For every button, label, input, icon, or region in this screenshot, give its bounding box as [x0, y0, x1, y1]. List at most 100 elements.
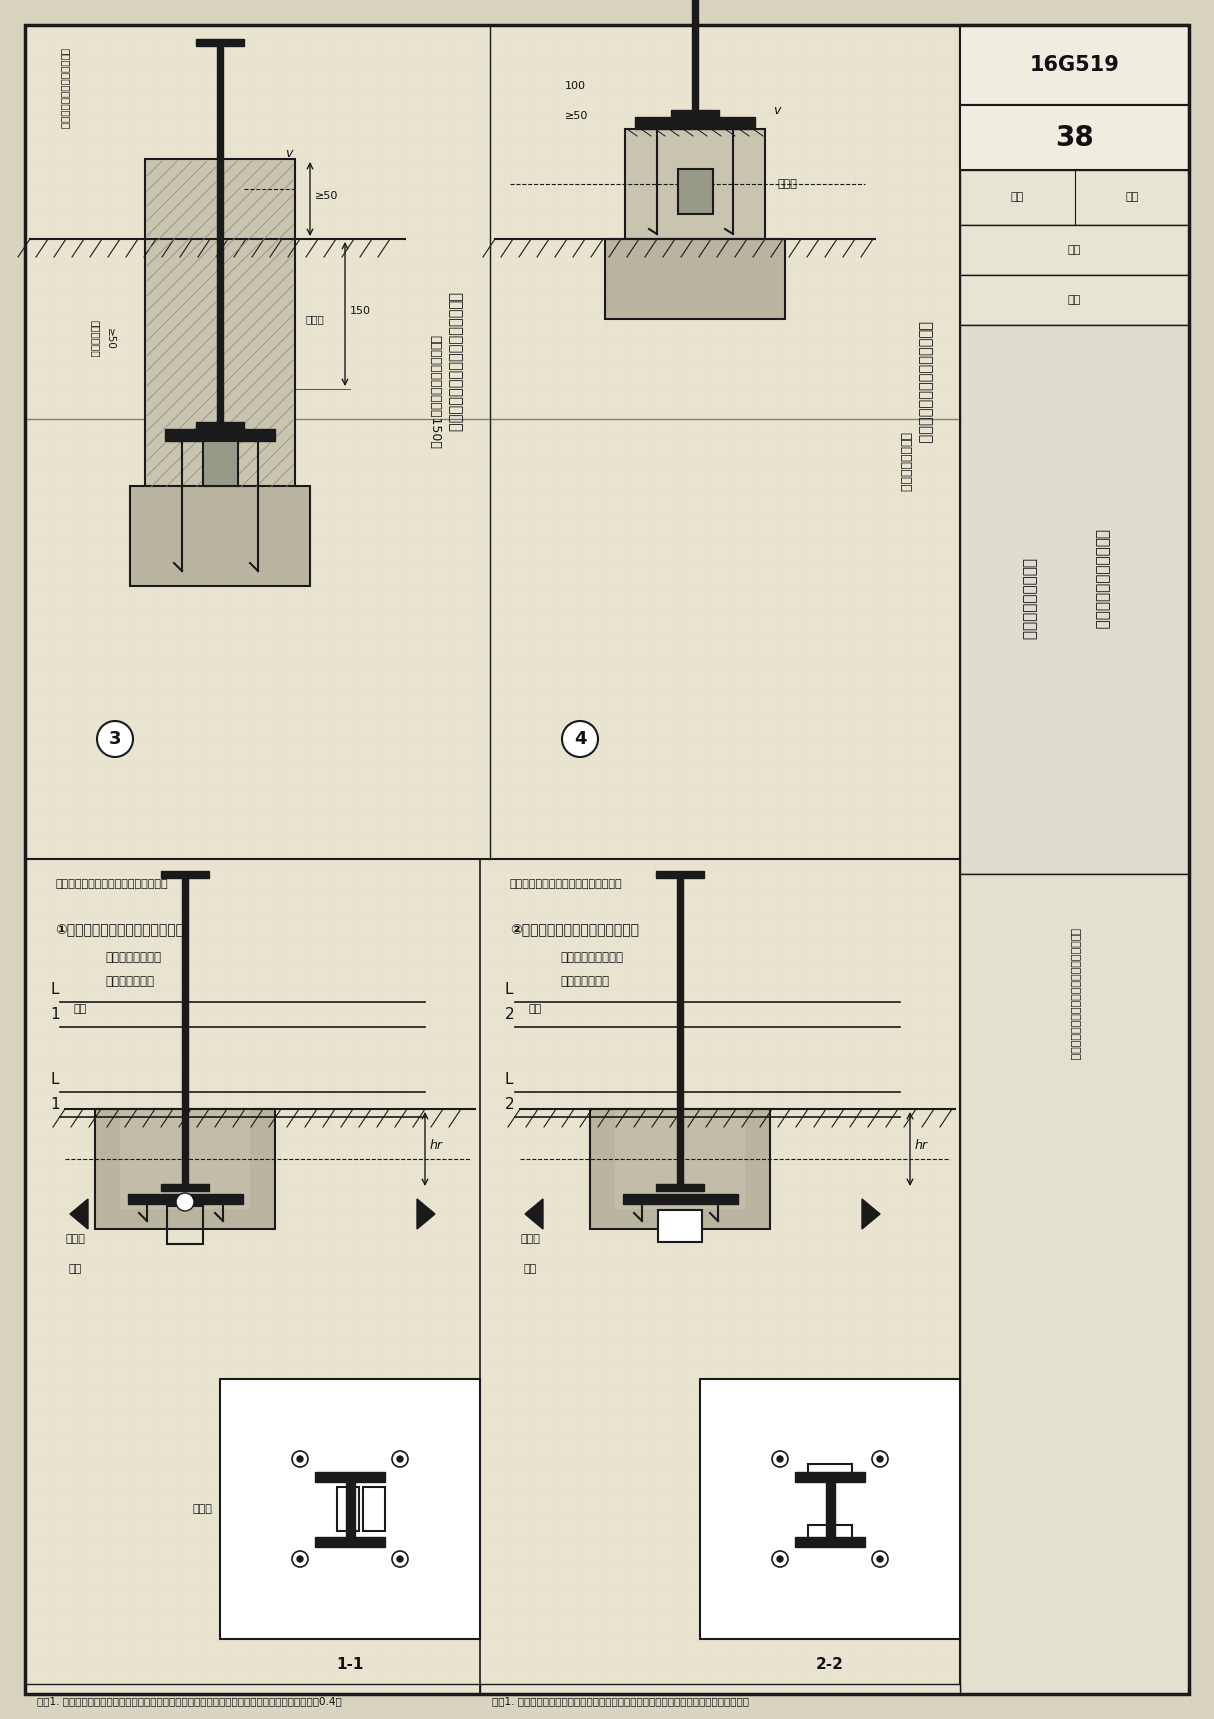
Text: 4: 4 — [574, 731, 586, 748]
Text: 建筑面: 建筑面 — [777, 179, 796, 189]
Bar — [130, 486, 310, 586]
Text: 注：1. 外露式柱脚的剪力由底部承压力与锚栓共同承担，当剪力设计值与竖向力设计值之比: 注：1. 外露式柱脚的剪力由底部承压力与锚栓共同承担，当剪力设计值与竖向力设计值… — [492, 1697, 749, 1705]
Bar — [168, 1207, 203, 1245]
Bar — [960, 275, 1189, 325]
Text: 抗剪键: 抗剪键 — [192, 1504, 212, 1514]
Text: 注：1. 外露式柱脚的剪力由底部承压力与锚栓共同承担，当剪力设计值与竖向力设计值之比小于等于0.4，: 注：1. 外露式柱脚的剪力由底部承压力与锚栓共同承担，当剪力设计值与竖向力设计值… — [36, 1697, 342, 1705]
Bar — [161, 1184, 209, 1191]
Circle shape — [297, 1456, 304, 1461]
Text: 审核: 审核 — [1010, 193, 1023, 203]
Text: 锚栓: 锚栓 — [68, 1263, 81, 1274]
Text: 1: 1 — [50, 1097, 59, 1112]
Polygon shape — [524, 1198, 543, 1229]
Text: ≥50: ≥50 — [314, 191, 339, 201]
Text: （包裹的混凝土高出地面150）: （包裹的混凝土高出地面150） — [429, 335, 442, 449]
Text: ②外露式柱脚抗剪键的设置（二）: ②外露式柱脚抗剪键的设置（二） — [510, 921, 639, 937]
Text: 1-1: 1-1 — [336, 1657, 364, 1673]
Bar — [960, 26, 1189, 1693]
Text: 2-2: 2-2 — [816, 1657, 844, 1673]
Text: 校对: 校对 — [1125, 193, 1139, 203]
Circle shape — [392, 1551, 408, 1568]
Text: 外露式柱脚抗剪键的设置及其柱脚的防护措施: 外露式柱脚抗剪键的设置及其柱脚的防护措施 — [1070, 928, 1079, 1061]
Polygon shape — [862, 1198, 880, 1229]
Text: 设计: 设计 — [1068, 296, 1082, 304]
Text: 50: 50 — [248, 175, 262, 186]
Bar — [590, 1109, 770, 1229]
Bar — [25, 1685, 480, 1693]
Bar — [363, 1487, 385, 1532]
Bar — [120, 1109, 250, 1208]
Text: 用高度等级较低的混凝土包裹: 用高度等级较低的混凝土包裹 — [59, 48, 70, 129]
Bar — [795, 1537, 866, 1547]
Text: 钢柱: 钢柱 — [528, 1004, 541, 1014]
Bar — [826, 1482, 834, 1537]
Text: 外脚基柱甲混凝面咋里整筋剪楼的安排: 外脚基柱甲混凝面咋里整筋剪楼的安排 — [55, 878, 168, 889]
Circle shape — [293, 1551, 308, 1568]
Text: hr: hr — [430, 1140, 443, 1152]
Bar — [960, 105, 1189, 170]
Circle shape — [562, 720, 599, 756]
Circle shape — [872, 1451, 887, 1466]
Circle shape — [293, 1451, 308, 1466]
Bar — [217, 46, 223, 421]
Bar — [95, 1109, 276, 1229]
Text: 顶紧装置: 顶紧装置 — [975, 1533, 1002, 1544]
Circle shape — [392, 1451, 408, 1466]
Bar — [960, 325, 1189, 873]
Text: 外露式柱脚在室外时的防护措施: 外露式柱脚在室外时的防护措施 — [918, 321, 932, 444]
Bar — [671, 110, 719, 117]
Bar — [960, 873, 1189, 1693]
Bar — [809, 1463, 852, 1478]
Circle shape — [772, 1451, 788, 1466]
Bar — [314, 1537, 385, 1547]
Bar — [615, 1109, 745, 1208]
Bar — [625, 129, 765, 239]
Bar — [656, 1184, 704, 1191]
Bar — [656, 872, 704, 878]
Text: L: L — [505, 1073, 514, 1086]
Bar — [960, 26, 1189, 105]
Circle shape — [777, 1456, 783, 1461]
Bar — [314, 1471, 385, 1482]
Text: 16G519: 16G519 — [1029, 55, 1119, 76]
Bar — [346, 1482, 354, 1537]
Bar — [195, 40, 244, 46]
Text: （可用于、各方案）: （可用于、各方案） — [560, 951, 623, 964]
Text: （柱脚高出地面）: （柱脚高出地面） — [898, 431, 912, 492]
Bar — [700, 1379, 960, 1638]
Bar — [480, 1685, 960, 1693]
Polygon shape — [416, 1198, 435, 1229]
Text: 制图: 制图 — [1068, 246, 1082, 254]
Bar — [677, 878, 683, 1184]
Bar — [960, 225, 1189, 275]
Circle shape — [397, 1456, 403, 1461]
Text: 顶紧装置: 顶紧装置 — [975, 1483, 1002, 1494]
Text: 抗剪键: 抗剪键 — [520, 1234, 540, 1245]
Text: L: L — [50, 1073, 58, 1086]
Bar — [195, 421, 244, 430]
Polygon shape — [70, 1198, 87, 1229]
Circle shape — [176, 1193, 194, 1210]
Text: 38: 38 — [1055, 124, 1094, 151]
Bar — [623, 1195, 737, 1203]
Text: 抗剪键: 抗剪键 — [66, 1234, 85, 1245]
Circle shape — [877, 1556, 883, 1563]
Text: ≥50: ≥50 — [104, 328, 115, 351]
Bar — [658, 1210, 702, 1243]
Text: 100: 100 — [565, 81, 586, 91]
Circle shape — [97, 720, 134, 756]
Text: v: v — [285, 148, 293, 160]
Text: （可用于各方案）: （可用于各方案） — [104, 951, 161, 964]
Bar — [337, 1487, 359, 1532]
Bar — [677, 168, 713, 213]
Text: 2: 2 — [505, 1097, 515, 1112]
Bar — [220, 1379, 480, 1638]
Text: 外脚基柱甲混凝面咋里整筋剪楼的安排: 外脚基柱甲混凝面咋里整筋剪楼的安排 — [510, 878, 623, 889]
Text: L: L — [50, 982, 58, 997]
Bar — [165, 430, 276, 442]
Text: v: v — [773, 105, 781, 117]
Text: 外露式柱脚抗剪键的设置: 外露式柱脚抗剪键的设置 — [1095, 529, 1110, 629]
Circle shape — [297, 1556, 304, 1563]
Text: 1: 1 — [50, 1007, 59, 1023]
Circle shape — [772, 1551, 788, 1568]
